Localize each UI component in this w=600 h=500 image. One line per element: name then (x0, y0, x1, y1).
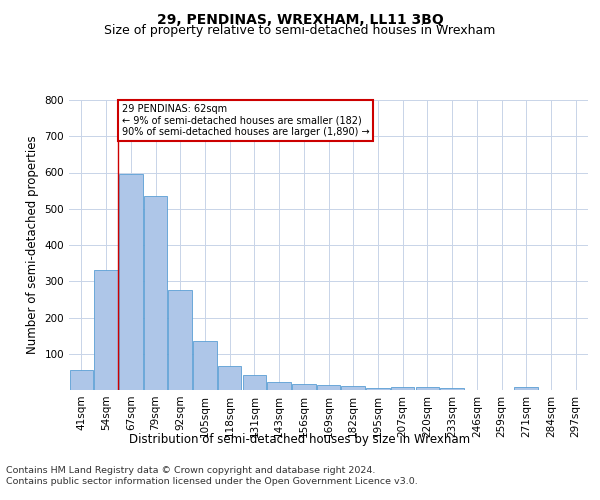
Bar (144, 196, 167, 390)
Text: Contains public sector information licensed under the Open Government Licence v3: Contains public sector information licen… (6, 478, 418, 486)
Bar (94, 270, 118, 390)
Text: Distribution of semi-detached houses by size in Wrexham: Distribution of semi-detached houses by … (130, 432, 470, 446)
Bar (416, 386, 439, 390)
Bar (242, 375, 266, 390)
Text: 29 PENDINAS: 62sqm
← 9% of semi-detached houses are smaller (182)
90% of semi-de: 29 PENDINAS: 62sqm ← 9% of semi-detached… (122, 104, 369, 137)
Bar (292, 384, 316, 390)
Bar (70, 370, 93, 390)
Bar (193, 341, 217, 390)
Text: Size of property relative to semi-detached houses in Wrexham: Size of property relative to semi-detach… (104, 24, 496, 37)
Y-axis label: Number of semi-detached properties: Number of semi-detached properties (26, 136, 39, 354)
Bar (341, 386, 365, 390)
Bar (169, 290, 192, 390)
Bar (268, 382, 291, 390)
Bar (119, 174, 143, 390)
Bar (514, 387, 538, 390)
Bar (366, 388, 389, 390)
Text: Contains HM Land Registry data © Crown copyright and database right 2024.: Contains HM Land Registry data © Crown c… (6, 466, 376, 475)
Bar (317, 386, 340, 390)
Bar (440, 388, 464, 390)
Bar (218, 366, 241, 390)
Bar (391, 388, 415, 390)
Text: 29, PENDINAS, WREXHAM, LL11 3BQ: 29, PENDINAS, WREXHAM, LL11 3BQ (157, 12, 443, 26)
